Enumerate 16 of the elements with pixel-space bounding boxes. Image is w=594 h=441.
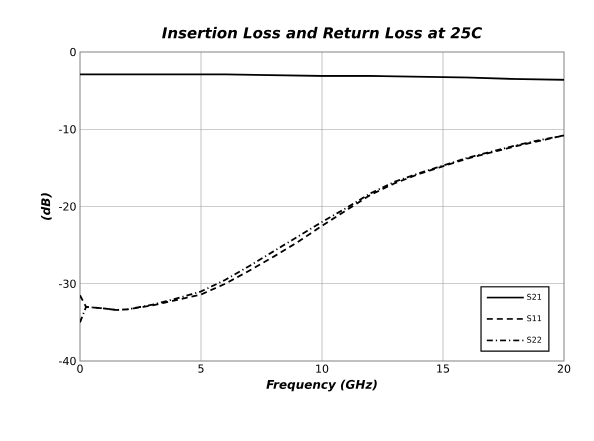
x-axis-title: Frequency (GHz) [266, 380, 377, 392]
legend-label: S11 [527, 315, 542, 322]
chart-title: Insertion Loss and Return Loss at 25C [162, 26, 482, 38]
legend-label: S22 [527, 336, 542, 343]
y-tick-label: -20 [59, 202, 76, 211]
x-tick-label: 15 [437, 364, 450, 373]
y-tick-label: -30 [59, 280, 76, 288]
y-tick-label: -40 [59, 356, 76, 366]
y-axis-title: (dB) [40, 193, 52, 220]
x-tick-label: 0 [77, 364, 83, 373]
y-tick-label: -10 [59, 125, 76, 134]
x-tick-label: 10 [316, 364, 328, 373]
y-tick-label: 0 [70, 48, 76, 56]
x-tick-label: 5 [198, 364, 204, 373]
x-tick-label: 20 [558, 364, 570, 373]
legend-label: S21 [527, 294, 542, 300]
